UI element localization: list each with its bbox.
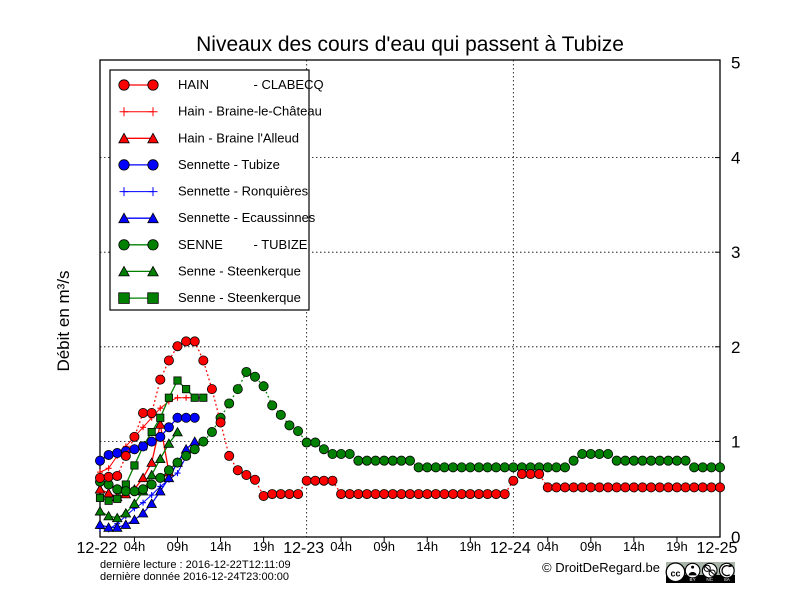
svg-text:Senne - Steenkerque: Senne - Steenkerque bbox=[178, 263, 301, 278]
svg-text:04h: 04h bbox=[124, 539, 146, 554]
svg-text:12-25: 12-25 bbox=[697, 540, 738, 557]
svg-text:Sennette - Ecaussinnes: Sennette - Ecaussinnes bbox=[178, 210, 316, 225]
svg-text:04h: 04h bbox=[330, 539, 352, 554]
svg-text:14h: 14h bbox=[210, 539, 232, 554]
svg-text:© DroitDeRegard.be: © DroitDeRegard.be bbox=[542, 560, 660, 575]
svg-text:1: 1 bbox=[731, 432, 740, 451]
svg-text:Débit en m³/s: Débit en m³/s bbox=[54, 270, 73, 371]
svg-text:14h: 14h bbox=[416, 539, 438, 554]
svg-text:BY: BY bbox=[690, 577, 696, 582]
svg-text:4: 4 bbox=[731, 149, 740, 168]
svg-text:Niveaux des cours d'eau qui pa: Niveaux des cours d'eau qui passent à Tu… bbox=[196, 33, 624, 56]
svg-text:Sennette - Tubize: Sennette - Tubize bbox=[178, 157, 280, 172]
svg-text:5: 5 bbox=[731, 54, 740, 73]
svg-text:dernière lecture : 2016-12-22T: dernière lecture : 2016-12-22T12:11:09 bbox=[100, 559, 291, 571]
svg-text:19h: 19h bbox=[666, 539, 688, 554]
svg-text:Hain - Braine l'Alleud: Hain - Braine l'Alleud bbox=[178, 130, 299, 145]
svg-text:19h: 19h bbox=[459, 539, 481, 554]
svg-text:cc: cc bbox=[670, 568, 680, 578]
svg-text:09h: 09h bbox=[580, 539, 602, 554]
svg-text:19h: 19h bbox=[253, 539, 275, 554]
svg-text:HAIN: HAIN bbox=[178, 77, 209, 92]
svg-text:3: 3 bbox=[731, 243, 740, 262]
svg-text:- TUBIZE: - TUBIZE bbox=[254, 237, 308, 252]
svg-text:04h: 04h bbox=[537, 539, 559, 554]
svg-text:09h: 09h bbox=[167, 539, 189, 554]
svg-text:2: 2 bbox=[731, 338, 740, 357]
svg-text:NC: NC bbox=[706, 577, 713, 582]
svg-text:Senne - Steenkerque: Senne - Steenkerque bbox=[178, 290, 301, 305]
svg-text:09h: 09h bbox=[373, 539, 395, 554]
svg-text:12-22: 12-22 bbox=[77, 540, 118, 557]
svg-text:dernière donnée 2016-12-24T23: dernière donnée 2016-12-24T23:00:00 bbox=[100, 571, 289, 583]
svg-text:Hain - Braine-le-Château: Hain - Braine-le-Château bbox=[178, 104, 322, 119]
svg-text:12-23: 12-23 bbox=[283, 540, 324, 557]
svg-text:12-24: 12-24 bbox=[490, 540, 531, 557]
svg-text:SA: SA bbox=[724, 577, 731, 582]
svg-text:SENNE: SENNE bbox=[178, 237, 223, 252]
svg-text:14h: 14h bbox=[623, 539, 645, 554]
svg-text:Sennette - Ronquières: Sennette - Ronquières bbox=[178, 184, 309, 199]
svg-text:- CLABECQ: - CLABECQ bbox=[254, 77, 324, 92]
